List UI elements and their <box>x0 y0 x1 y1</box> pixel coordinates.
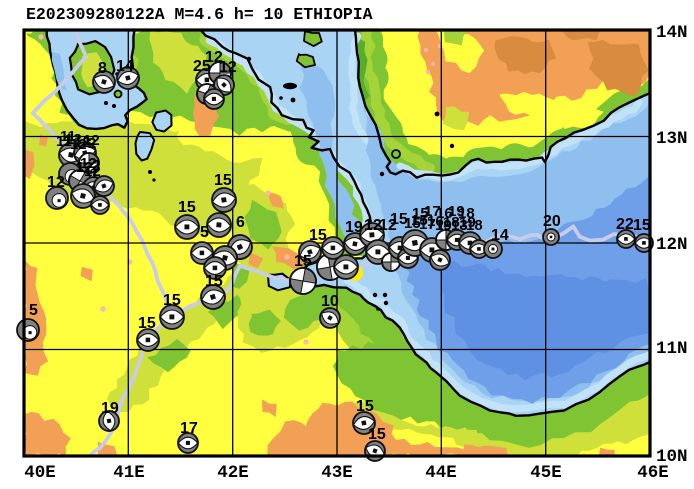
svg-text:5: 5 <box>29 302 38 319</box>
svg-text:20: 20 <box>543 213 561 230</box>
svg-text:15: 15 <box>390 211 408 228</box>
svg-text:14: 14 <box>116 58 134 75</box>
svg-text:17: 17 <box>424 203 441 220</box>
svg-text:42E: 42E <box>217 463 249 483</box>
svg-text:41E: 41E <box>113 463 145 483</box>
svg-text:43E: 43E <box>321 463 353 483</box>
svg-text:14N: 14N <box>656 23 688 43</box>
svg-text:12: 12 <box>379 217 397 234</box>
svg-text:13N: 13N <box>656 129 688 149</box>
svg-text:45E: 45E <box>530 463 562 483</box>
svg-text:E202309280122A M=4.6 h= 10 ETH: E202309280122A M=4.6 h= 10 ETHIOPIA <box>26 5 373 24</box>
svg-text:10: 10 <box>321 293 339 310</box>
svg-text:12: 12 <box>219 59 237 76</box>
svg-text:2: 2 <box>92 157 100 174</box>
svg-text:40E: 40E <box>24 463 56 483</box>
svg-text:12: 12 <box>364 217 382 234</box>
svg-text:46E: 46E <box>637 463 669 483</box>
svg-text:19: 19 <box>345 219 363 236</box>
svg-text:19: 19 <box>101 400 119 417</box>
svg-text:1: 1 <box>90 165 98 182</box>
svg-text:11: 11 <box>60 128 76 145</box>
svg-text:6: 6 <box>236 214 245 231</box>
svg-text:11N: 11N <box>656 339 688 359</box>
svg-text:15: 15 <box>138 315 156 332</box>
svg-text:15: 15 <box>205 273 223 290</box>
svg-text:22: 22 <box>616 216 634 233</box>
svg-text:18: 18 <box>458 205 475 222</box>
svg-text:12: 12 <box>70 136 87 153</box>
svg-text:17: 17 <box>419 216 436 233</box>
svg-text:12: 12 <box>205 49 223 66</box>
svg-text:10N: 10N <box>656 447 688 467</box>
svg-text:16: 16 <box>427 213 444 230</box>
svg-text:18: 18 <box>443 214 460 231</box>
svg-text:19: 19 <box>459 214 476 231</box>
svg-text:15: 15 <box>404 215 421 232</box>
svg-text:15: 15 <box>309 227 327 244</box>
svg-text:15: 15 <box>633 217 651 234</box>
svg-text:15: 15 <box>163 292 181 309</box>
svg-text:11: 11 <box>56 133 72 150</box>
svg-text:17: 17 <box>180 420 198 437</box>
svg-text:15: 15 <box>356 398 374 415</box>
svg-text:25: 25 <box>193 58 211 75</box>
svg-text:15: 15 <box>368 426 386 443</box>
svg-text:15: 15 <box>412 205 429 222</box>
svg-text:12: 12 <box>65 131 82 148</box>
svg-text:2: 2 <box>88 135 96 152</box>
svg-text:19: 19 <box>435 217 452 234</box>
svg-text:15: 15 <box>214 172 232 189</box>
svg-text:12: 12 <box>47 174 65 191</box>
svg-text:44E: 44E <box>425 463 457 483</box>
svg-text:14: 14 <box>491 227 509 244</box>
svg-text:16: 16 <box>436 205 453 222</box>
svg-text:18: 18 <box>466 217 483 234</box>
svg-text:12: 12 <box>84 163 101 180</box>
svg-text:15: 15 <box>294 253 312 270</box>
svg-text:15: 15 <box>411 212 428 229</box>
svg-text:12: 12 <box>80 155 97 172</box>
svg-text:12N: 12N <box>656 235 688 255</box>
svg-text:15: 15 <box>178 199 196 216</box>
svg-text:5: 5 <box>200 224 209 241</box>
svg-text:12: 12 <box>76 159 93 176</box>
svg-text:13: 13 <box>451 217 468 234</box>
svg-text:8: 8 <box>98 60 107 77</box>
svg-text:12: 12 <box>74 134 91 151</box>
svg-text:12: 12 <box>83 132 100 149</box>
svg-text:19: 19 <box>448 203 465 220</box>
